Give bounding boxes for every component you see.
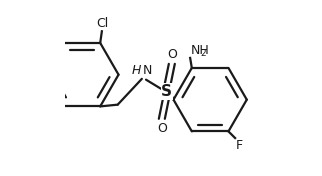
Text: Cl: Cl	[97, 17, 109, 30]
Text: N: N	[143, 64, 152, 77]
Text: H: H	[132, 64, 141, 77]
Text: S: S	[161, 84, 172, 99]
Text: O: O	[157, 122, 167, 135]
Text: O: O	[167, 48, 177, 61]
Text: NH: NH	[191, 44, 210, 57]
Text: F: F	[236, 139, 243, 152]
Text: 2: 2	[200, 49, 206, 58]
